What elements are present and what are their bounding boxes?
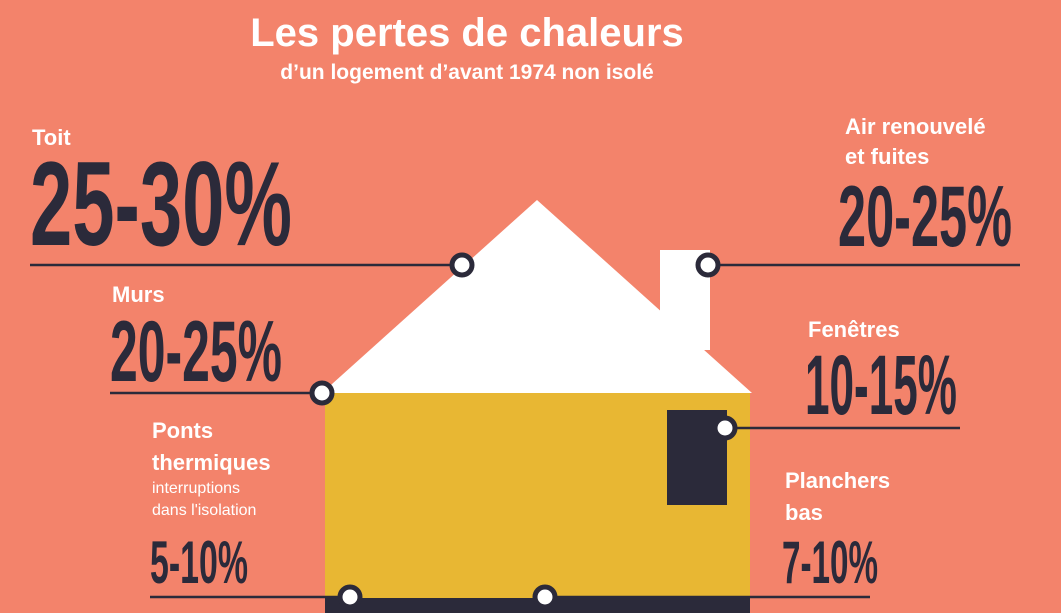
roof bbox=[322, 200, 752, 393]
value: 7-10% bbox=[782, 529, 878, 596]
label: Air renouvelé bbox=[845, 114, 986, 139]
label: Ponts bbox=[152, 418, 213, 443]
marker bbox=[337, 584, 363, 610]
marker bbox=[532, 584, 558, 610]
marker bbox=[449, 252, 475, 278]
note: dans l'isolation bbox=[152, 502, 256, 519]
label: Fenêtres bbox=[808, 317, 900, 342]
value: 25-30% bbox=[30, 137, 292, 271]
label: Toit bbox=[32, 125, 71, 150]
marker bbox=[712, 415, 738, 441]
marker bbox=[695, 252, 721, 278]
value: 20-25% bbox=[110, 304, 282, 400]
value: 20-25% bbox=[838, 169, 1012, 265]
value: 5-10% bbox=[150, 529, 248, 596]
label: et fuites bbox=[845, 144, 929, 169]
marker bbox=[309, 380, 335, 406]
note: interruptions bbox=[152, 480, 240, 497]
title: Les pertes de chaleurs bbox=[250, 11, 684, 55]
value: 10-15% bbox=[805, 338, 957, 432]
markers bbox=[309, 252, 738, 610]
label: Planchers bbox=[785, 468, 890, 493]
label: Murs bbox=[112, 282, 165, 307]
subtitle: d’un logement d’avant 1974 non isolé bbox=[280, 61, 653, 84]
label: bas bbox=[785, 500, 823, 525]
leader-lines bbox=[30, 263, 1020, 599]
label: thermiques bbox=[152, 450, 271, 475]
